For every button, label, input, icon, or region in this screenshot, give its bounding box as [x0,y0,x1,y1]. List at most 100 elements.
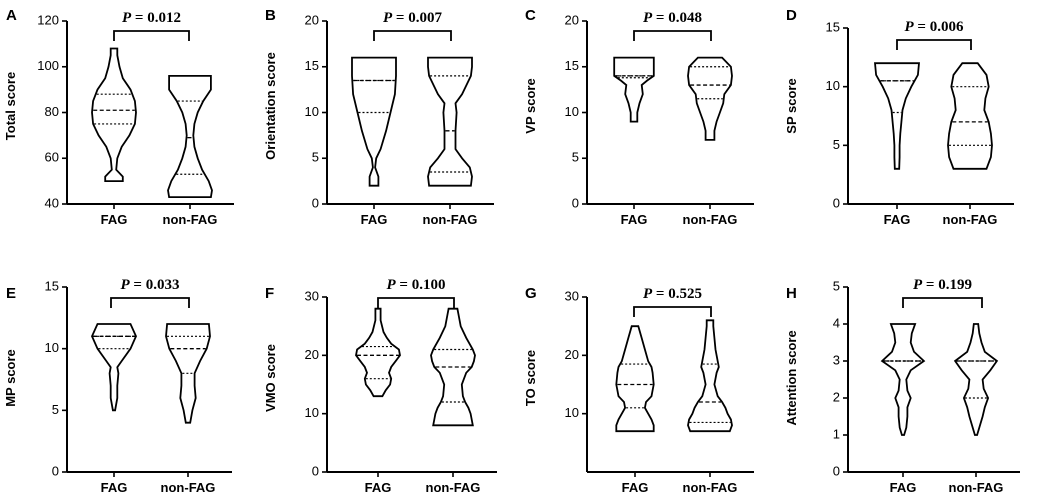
significance-bracket [113,30,190,41]
panel-letter: E [6,285,16,302]
violin-fag [355,307,401,398]
p-value-label: P = 0.033 [121,277,180,293]
p-value-number: = 0.199 [922,277,972,293]
violin-fag [91,323,137,412]
y-tick-label: 10 [45,340,59,355]
y-tick-label: 0 [572,195,579,210]
p-value-label: P = 0.048 [643,10,702,26]
p-value-label: P = 0.007 [383,10,442,26]
y-tick-label: 0 [312,463,319,478]
significance-bracket [902,297,983,308]
panel-H: H Attention score 0 1 2 3 4 5 FAG non-FAG P = 0.19… [784,277,1020,495]
y-tick-label: 5 [833,278,840,293]
x-category-label: FAG [101,480,128,495]
y-tick-label: 5 [572,150,579,165]
y-tick-label: 5 [312,150,319,165]
y-tick-label: 20 [305,12,319,27]
x-category-label: FAG [101,212,128,227]
y-tick-label: 0 [833,463,840,478]
y-axis-label: Attention score [784,330,799,425]
x-category-label: non-FAG [426,480,481,495]
y-axis-label: Orientation score [263,52,278,160]
y-tick-label: 20 [565,12,579,27]
y-tick-label: 40 [45,195,59,210]
panel-D: D SP score 0 5 10 15 FAG non-FAG P = 0.006 [784,7,1014,227]
violin-fag [613,56,655,123]
p-value-symbol: P [121,277,131,293]
y-tick-label: 30 [305,288,319,303]
violin-non-fag [687,319,733,433]
violin-fag [874,62,920,170]
panel-letter: H [786,285,797,302]
p-value-symbol: P [905,19,915,35]
significance-bracket [633,306,712,317]
panel-letter: D [786,7,797,24]
y-tick-label: 15 [305,58,319,73]
significance-bracket [896,39,972,50]
y-axis-label: VMO score [263,344,278,412]
p-value-label: P = 0.006 [905,19,964,35]
p-value-number: = 0.033 [130,277,180,293]
violin-fag [351,56,397,187]
violin-non-fag [947,62,993,170]
p-value-label: P = 0.525 [643,286,702,302]
x-category-label: non-FAG [683,212,738,227]
panel-B: B Orientation score 0 5 10 15 20 FAG non-FAG P = … [263,7,494,227]
y-tick-label: 120 [37,12,59,27]
y-tick-label: 80 [45,104,59,119]
y-tick-label: 1 [833,426,840,441]
panel-letter: A [6,7,17,24]
p-value-number: = 0.048 [652,10,702,26]
significance-bracket [373,30,452,41]
y-axis-label: SP score [784,78,799,133]
panel-letter: G [525,285,537,302]
p-value-label: P = 0.012 [122,10,181,26]
y-tick-label: 0 [833,195,840,210]
x-category-label: FAG [365,480,392,495]
violin-non-fag [167,75,213,198]
violin-fag [880,323,926,436]
y-tick-label: 2 [833,389,840,404]
y-tick-label: 20 [565,347,579,362]
panel-G: G TO score 10 20 30 FAG non-FAG P = 0.525 [523,285,754,495]
significance-bracket [633,30,712,41]
p-value-number: = 0.012 [131,10,181,26]
panel-A: A Total score 40 60 80 100 120 FAG non-FAG P = 0.… [3,7,234,227]
x-category-label: FAG [622,480,649,495]
panel-letter: B [265,7,276,24]
y-tick-label: 15 [565,58,579,73]
x-category-label: non-FAG [949,480,1004,495]
p-value-symbol: P [383,10,393,26]
x-category-label: FAG [884,212,911,227]
p-value-symbol: P [643,286,653,302]
p-value-number: = 0.006 [914,19,964,35]
significance-bracket [377,297,455,308]
panel-F: F VMO score 0 10 20 30 FAG non-FAG P = 0.100 [263,277,497,495]
p-value-number: = 0.100 [396,277,446,293]
x-category-label: FAG [621,212,648,227]
panel-E: E MP score 0 5 10 15 FAG non-FAG P = 0.033 [3,277,232,495]
violin-non-fag [430,307,476,427]
p-value-label: P = 0.100 [387,277,446,293]
significance-bracket [110,297,190,308]
panel-letter: C [525,7,536,24]
x-category-label: FAG [890,480,917,495]
x-category-label: non-FAG [683,480,738,495]
y-tick-label: 10 [305,104,319,119]
x-category-label: non-FAG [163,212,218,227]
y-tick-label: 10 [305,405,319,420]
y-tick-label: 5 [833,137,840,152]
y-tick-label: 5 [52,402,59,417]
p-value-label: P = 0.199 [913,277,972,293]
violin-fag [91,47,137,182]
p-value-symbol: P [387,277,397,293]
violin-fag [615,325,655,433]
x-category-label: non-FAG [943,212,998,227]
y-tick-label: 15 [826,19,840,34]
y-axis-label: TO score [523,350,538,406]
p-value-symbol: P [913,277,923,293]
y-axis-label: Total score [3,72,18,140]
y-axis-label: MP score [3,349,18,407]
panel-letter: F [265,285,274,302]
